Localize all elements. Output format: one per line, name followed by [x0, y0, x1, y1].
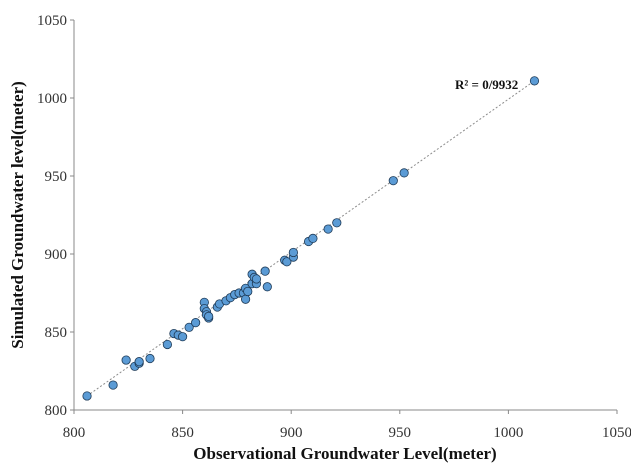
data-point	[288, 247, 298, 258]
r-squared-annotation: R² = 0/9932	[455, 77, 518, 92]
data-point	[145, 353, 155, 364]
x-tick-label: 900	[280, 425, 303, 441]
data-point	[308, 233, 318, 243]
data-point	[262, 282, 272, 292]
data-point	[323, 224, 333, 234]
x-tick-label: 1000	[493, 425, 523, 441]
y-tick-label: 900	[45, 247, 68, 263]
x-tick-label: 800	[63, 425, 86, 441]
y-tick-labels: 800 850 900 950 1000 1050	[37, 13, 74, 419]
data-points	[82, 76, 540, 401]
data-point	[260, 266, 270, 276]
data-point	[282, 257, 292, 267]
y-tick-label: 1050	[37, 13, 67, 29]
x-tick-labels: 800 850 900 950 1000 1050	[63, 410, 631, 441]
data-point	[399, 168, 409, 178]
y-tick-label: 800	[45, 403, 68, 419]
data-point	[332, 218, 342, 228]
data-point	[243, 286, 253, 297]
data-point	[121, 355, 131, 365]
data-point	[178, 332, 188, 342]
data-point	[134, 357, 144, 367]
data-point	[204, 311, 214, 321]
x-tick-label: 1050	[602, 425, 631, 441]
data-point	[184, 322, 194, 332]
y-tick-label: 950	[45, 169, 68, 185]
data-point	[191, 318, 201, 328]
data-point	[251, 274, 262, 284]
y-tick-label: 850	[45, 325, 68, 341]
data-point	[162, 339, 172, 350]
y-tick-label: 1000	[37, 91, 67, 107]
x-axis-title: Observational Groundwater Level(meter)	[193, 444, 496, 463]
data-point	[108, 380, 118, 390]
data-point	[388, 176, 398, 186]
data-point	[529, 76, 540, 86]
data-point	[240, 294, 251, 304]
x-tick-label: 950	[389, 425, 412, 441]
y-axis-title: Simulated Groundwater level(meter)	[8, 81, 27, 349]
x-tick-label: 850	[171, 425, 194, 441]
data-point	[82, 391, 92, 401]
axes	[73, 20, 617, 411]
